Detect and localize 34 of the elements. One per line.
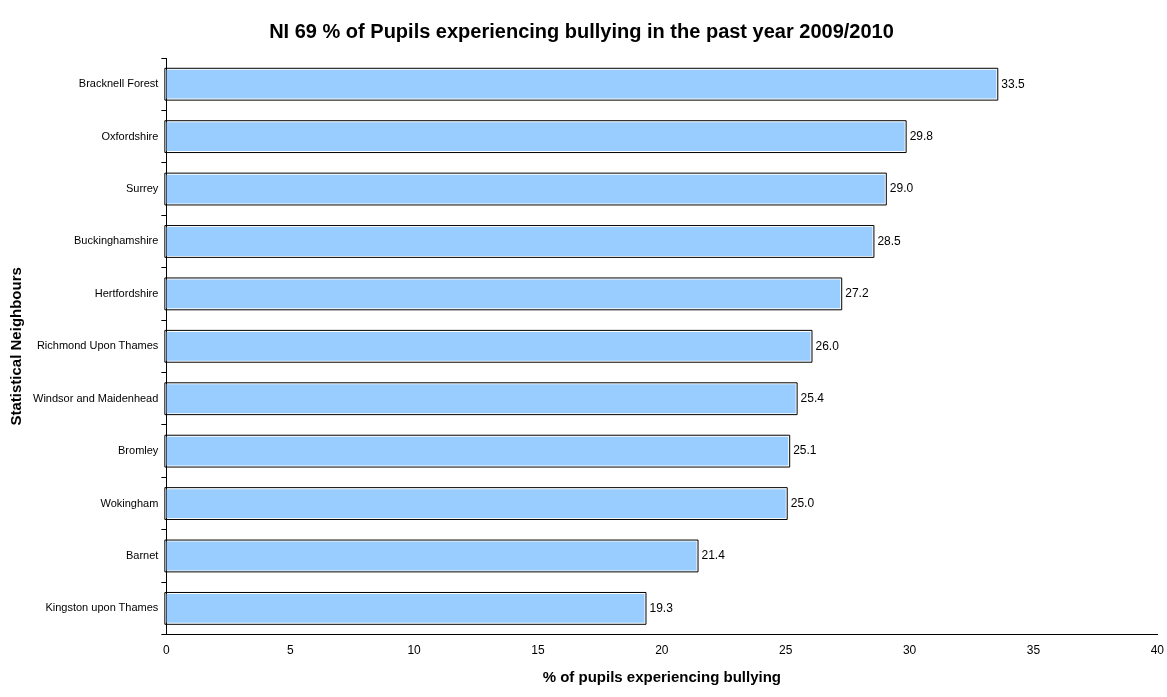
x-tick-label: 25	[779, 643, 793, 658]
x-tick-label: 30	[902, 643, 917, 658]
y-tick-label: Bracknell Forest	[78, 77, 159, 90]
y-tick-label: Surrey	[125, 182, 159, 195]
data-label: 29.8	[909, 128, 934, 143]
x-tick-label: 10	[407, 643, 422, 658]
y-tick-label: Windsor and Maidenhead	[33, 391, 159, 404]
y-tick-label: Kingston upon Thames	[45, 601, 159, 614]
y-tick-label: Wokingham	[100, 496, 159, 509]
y-tick-label: Bromley	[118, 444, 159, 457]
x-tick-label: 15	[531, 643, 545, 658]
y-axis-title: Statistical Neighbours	[7, 267, 25, 426]
x-tick-label: 5	[286, 643, 294, 658]
y-tick-label: Oxfordshire	[101, 129, 159, 142]
y-tick-label: Buckinghamshire	[73, 234, 159, 247]
data-label: 33.5	[1001, 76, 1025, 91]
x-tick-label: 20	[655, 643, 669, 658]
y-tick-label: Hertfordshire	[94, 286, 159, 299]
data-label: 21.4	[701, 548, 726, 563]
x-tick-label: 35	[1026, 643, 1041, 658]
x-tick-label: 40	[1150, 643, 1165, 658]
y-tick-label: Richmond Upon Thames	[36, 339, 159, 352]
data-label: 26.0	[815, 338, 840, 353]
data-label: 25.0	[790, 495, 815, 510]
data-label: 28.5	[877, 233, 902, 248]
x-tick-label: 0	[163, 643, 171, 658]
x-axis-title: % of pupils experiencing bullying	[542, 668, 782, 686]
data-label: 19.3	[649, 600, 674, 615]
y-tick-label: Barnet	[125, 549, 159, 561]
data-label: 27.2	[845, 286, 869, 301]
data-label: 25.1	[793, 443, 817, 458]
data-label: 29.0	[889, 181, 914, 196]
data-label: 25.4	[800, 391, 825, 406]
chart-title: NI 69 % of Pupils experiencing bullying in the past year 2009/2010	[269, 19, 894, 42]
